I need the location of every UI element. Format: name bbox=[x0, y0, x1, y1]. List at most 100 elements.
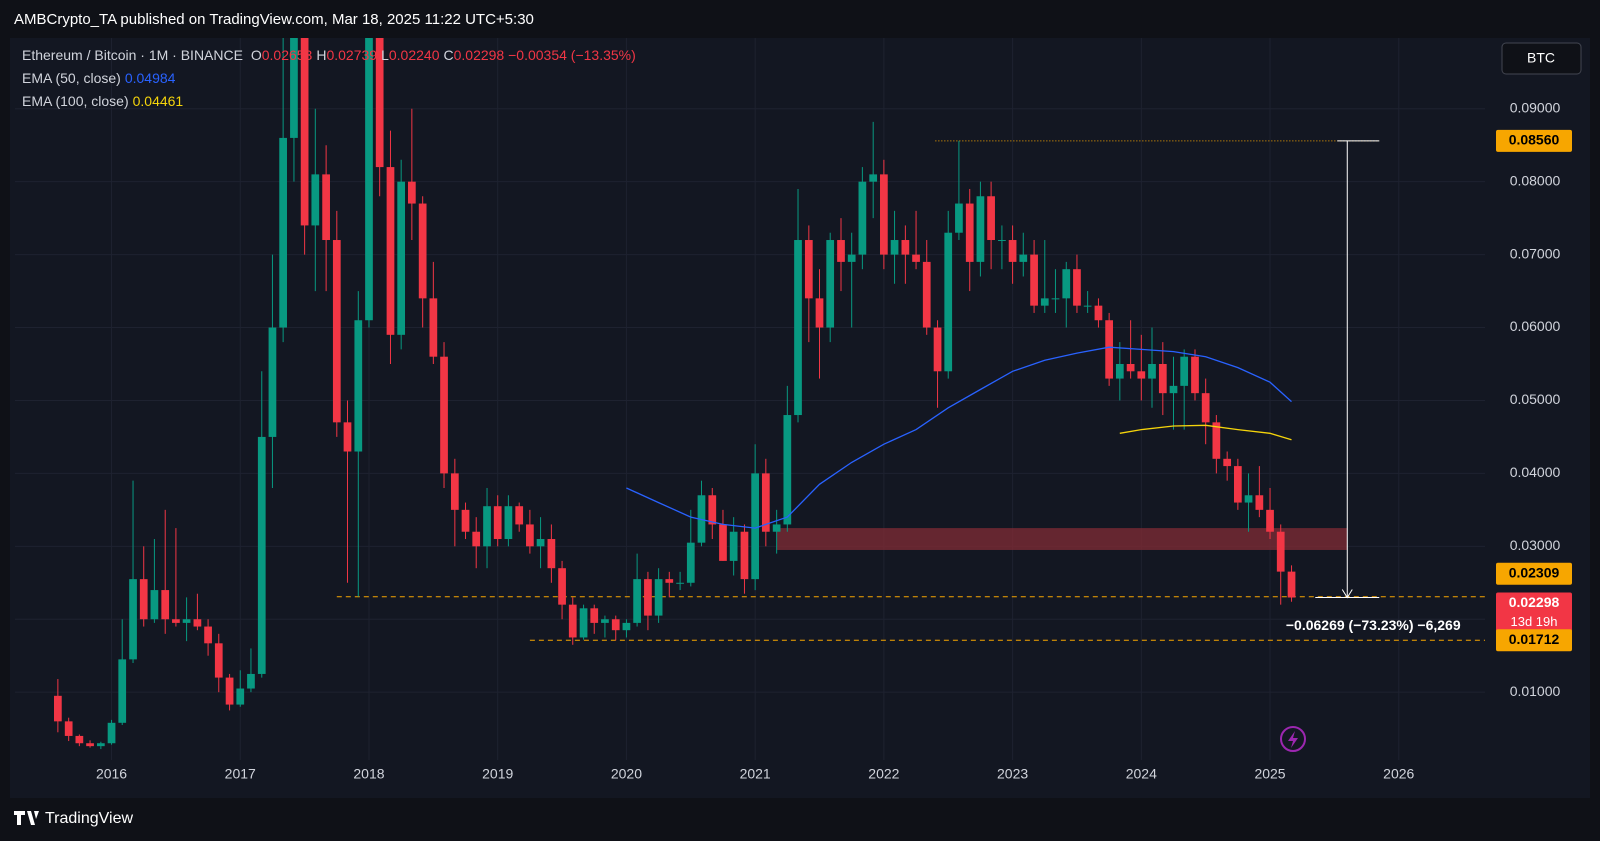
candle-body bbox=[96, 743, 105, 747]
candle-body bbox=[268, 327, 277, 437]
candle-body bbox=[193, 619, 202, 627]
candle-body bbox=[837, 240, 845, 262]
axes: 0.010000.020000.030000.040000.050000.060… bbox=[96, 99, 1572, 782]
alert-icon[interactable] bbox=[1280, 726, 1306, 752]
y-tick-label: 0.06000 bbox=[1510, 318, 1561, 334]
candle-body bbox=[858, 181, 867, 255]
candle-body bbox=[1266, 509, 1274, 532]
candle-body bbox=[686, 542, 695, 583]
candle-body bbox=[279, 137, 287, 328]
x-tick-label: 2018 bbox=[353, 766, 384, 782]
ohlc-key: C bbox=[443, 47, 454, 63]
candle-body bbox=[493, 506, 502, 540]
candle-body bbox=[847, 254, 856, 262]
candle-body bbox=[1137, 371, 1146, 379]
ema-legend: EMA (50, close) 0.04984 bbox=[22, 70, 175, 86]
candle-body bbox=[214, 643, 223, 678]
candle-body bbox=[729, 531, 738, 561]
candle-body bbox=[633, 579, 641, 623]
candle-body bbox=[1051, 298, 1060, 300]
candle-body bbox=[1115, 363, 1124, 379]
candle-body bbox=[1158, 363, 1167, 394]
candle-body bbox=[912, 254, 920, 262]
plot bbox=[54, 38, 1485, 750]
brand-logo bbox=[14, 811, 39, 825]
legend-value: 0.04984 bbox=[124, 70, 176, 86]
candle-body bbox=[804, 240, 813, 299]
ema-line bbox=[626, 346, 1292, 529]
candle-body bbox=[1255, 495, 1264, 510]
x-tick-label: 2017 bbox=[225, 766, 256, 782]
price-label: 0.02298 bbox=[1509, 594, 1560, 610]
y-tick-label: 0.03000 bbox=[1510, 537, 1561, 553]
candle-body bbox=[783, 415, 792, 525]
candle-body bbox=[601, 619, 609, 623]
candle-body bbox=[890, 240, 899, 255]
candle-body bbox=[1169, 385, 1178, 394]
candle-body bbox=[1094, 305, 1103, 321]
ohlc-value: 0.02240 bbox=[388, 47, 440, 63]
candle-body bbox=[998, 240, 1006, 242]
ema-line bbox=[1119, 424, 1292, 441]
ohlc-key: O bbox=[250, 47, 262, 63]
measure-arrowhead bbox=[1341, 589, 1353, 599]
candle-body bbox=[450, 473, 459, 510]
candle-body bbox=[880, 174, 888, 255]
candle-body bbox=[622, 622, 631, 631]
candle-body bbox=[161, 590, 170, 620]
candle-body bbox=[751, 473, 760, 580]
y-tick-label: 0.08000 bbox=[1510, 172, 1561, 188]
candle-body bbox=[526, 524, 534, 547]
ohlc-key: H bbox=[316, 47, 327, 63]
candle-body bbox=[150, 590, 159, 620]
candle-body bbox=[1126, 363, 1135, 372]
candle-body bbox=[740, 531, 749, 580]
candle-body bbox=[955, 203, 963, 233]
candle-body bbox=[1276, 531, 1285, 572]
candle-body bbox=[708, 495, 717, 525]
x-tick-label: 2021 bbox=[740, 766, 771, 782]
candle-body bbox=[1019, 254, 1028, 262]
candle-body bbox=[547, 539, 556, 569]
symbol-title: Ethereum / Bitcoin · 1M · BINANCE bbox=[22, 47, 243, 63]
candle-body bbox=[1062, 269, 1071, 299]
ohlc-value: 0.02653 bbox=[261, 47, 313, 63]
zone bbox=[776, 528, 1348, 550]
publisher: AMBCrypto_TA published on TradingView.co… bbox=[14, 11, 534, 28]
candle-body bbox=[536, 539, 545, 547]
x-tick-label: 2025 bbox=[1254, 766, 1285, 782]
price-label-box bbox=[1496, 629, 1572, 652]
candle-body bbox=[1212, 422, 1221, 459]
candle-body bbox=[247, 673, 255, 689]
currency-button[interactable] bbox=[1501, 42, 1582, 75]
ohlc: O0.02653 H0.02739 L0.02240 C0.02298 bbox=[247, 47, 504, 63]
currency[interactable]: BTC bbox=[1527, 50, 1555, 66]
candle-body bbox=[568, 604, 577, 638]
x-tick-label: 2019 bbox=[482, 766, 513, 782]
candle-body bbox=[1073, 269, 1081, 306]
candle-body bbox=[676, 582, 684, 584]
candle-body bbox=[375, 38, 384, 168]
brand: TradingView bbox=[45, 810, 133, 827]
candle-body bbox=[504, 506, 513, 540]
plot-panel bbox=[10, 38, 1590, 798]
candle-body bbox=[665, 579, 674, 583]
candle-body bbox=[429, 298, 438, 357]
y-tick-label: 0.05000 bbox=[1510, 391, 1561, 407]
candle-body bbox=[515, 506, 524, 525]
candle-body bbox=[311, 174, 320, 226]
x-tick-label: 2022 bbox=[868, 766, 899, 782]
candle-body bbox=[225, 677, 234, 705]
candle-body bbox=[182, 619, 191, 623]
change: −0.00354 (−13.35%) bbox=[508, 47, 636, 63]
candle-body bbox=[290, 38, 298, 138]
legend-name: EMA (50, close) bbox=[22, 70, 121, 86]
candle-body bbox=[558, 568, 566, 605]
candle-body bbox=[332, 240, 341, 423]
y-tick-label: 0.09000 bbox=[1510, 99, 1561, 115]
candle-body bbox=[172, 619, 180, 623]
candle-body bbox=[815, 298, 824, 328]
x-tick-label: 2020 bbox=[611, 766, 642, 782]
candle-body bbox=[107, 722, 116, 744]
candle-body bbox=[579, 608, 588, 638]
